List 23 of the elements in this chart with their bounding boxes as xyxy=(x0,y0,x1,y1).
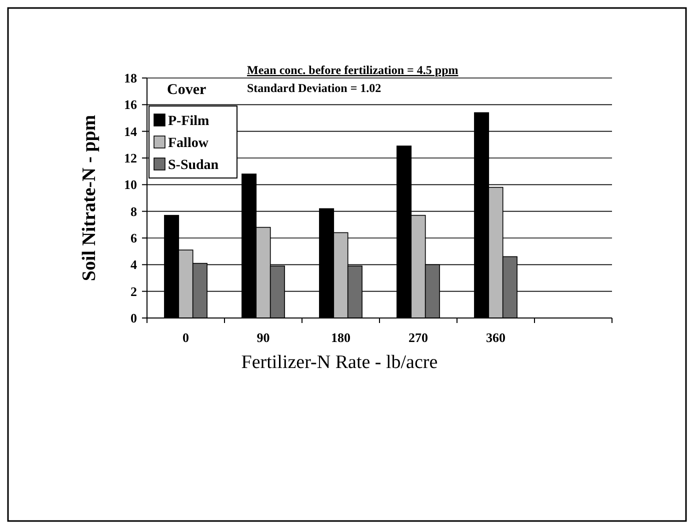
y-tick-label: 6 xyxy=(130,230,138,246)
legend-label: P-Film xyxy=(168,114,210,129)
x-tick-label: 180 xyxy=(331,330,350,345)
annotation: Standard Deviation = 1.02 xyxy=(247,81,382,95)
y-tick-label: 4 xyxy=(130,257,138,272)
x-tick-label: 90 xyxy=(256,330,270,345)
legend-title: Cover xyxy=(167,82,206,98)
y-tick-label: 10 xyxy=(124,177,137,192)
legend-label: Fallow xyxy=(168,136,210,151)
y-tick-label: 16 xyxy=(124,97,138,112)
x-tick-label: 270 xyxy=(408,330,428,345)
y-tick-label: 8 xyxy=(130,204,138,219)
y-tick-label: 2 xyxy=(130,284,137,299)
x-tick-label: 0 xyxy=(182,330,189,345)
y-tick-label: 14 xyxy=(124,124,138,139)
x-tick-label: 360 xyxy=(486,330,506,345)
y-tick-label: 12 xyxy=(124,150,137,166)
x-axis-title: Fertilizer-N Rate - lb/acre xyxy=(241,352,438,373)
text: Mean conc. before fertilization = 4.5 ppm xyxy=(247,63,458,77)
y-axis-title: Soil Nitrate-N - ppm xyxy=(79,114,100,282)
y-tick-label: 0 xyxy=(130,310,137,326)
legend-label: S-Sudan xyxy=(168,158,219,173)
y-tick-label: 18 xyxy=(124,70,138,86)
